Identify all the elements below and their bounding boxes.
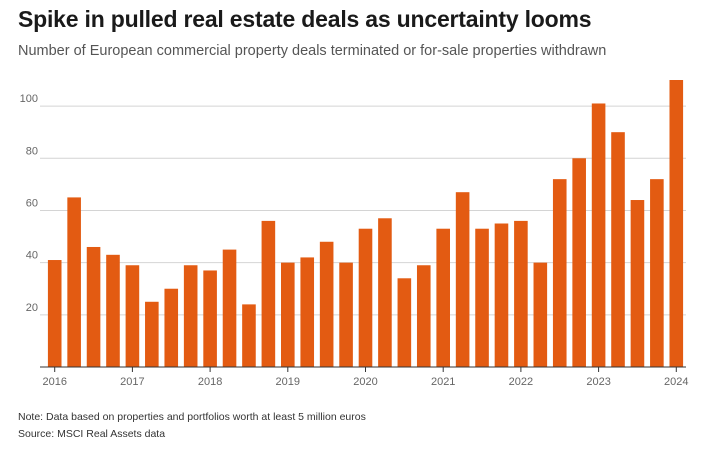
y-tick-label: 100 (20, 93, 38, 105)
bar (47, 260, 62, 367)
source-note: Source: MSCI Real Assets data (18, 428, 166, 440)
bar (145, 301, 159, 367)
bar (86, 246, 101, 367)
bar (106, 254, 120, 367)
bar (222, 249, 237, 367)
x-tick-label: 2017 (120, 376, 144, 388)
bar (242, 304, 256, 367)
bar (281, 262, 295, 367)
bar (514, 220, 528, 367)
bar (203, 270, 217, 367)
bar (611, 132, 625, 367)
bar (533, 262, 548, 367)
x-tick-label: 2020 (353, 376, 377, 388)
bar (630, 200, 645, 367)
bar (261, 220, 276, 367)
bar (67, 197, 81, 367)
footnote: Note: Data based on properties and portf… (18, 411, 366, 423)
chart-title: Spike in pulled real estate deals as unc… (18, 6, 592, 32)
bar (591, 103, 606, 368)
x-tick-label: 2018 (198, 376, 222, 388)
bar (416, 265, 431, 367)
bar (358, 228, 373, 367)
y-tick-label: 60 (26, 197, 38, 209)
bar (339, 262, 353, 367)
bar (164, 288, 179, 367)
bar (300, 257, 315, 367)
x-tick-label: 2021 (431, 376, 455, 388)
bar (378, 218, 392, 367)
bar (125, 265, 140, 367)
chart-subtitle: Number of European commercial property d… (18, 43, 607, 59)
x-tick-label: 2022 (509, 376, 533, 388)
x-tick-label: 2024 (664, 376, 688, 388)
y-tick-label: 40 (26, 250, 38, 262)
bars (47, 80, 684, 368)
x-tick-label: 2023 (586, 376, 610, 388)
x-tick-label: 2016 (42, 376, 66, 388)
bar (494, 223, 509, 367)
y-tick-label: 20 (26, 302, 38, 314)
bar (669, 80, 684, 367)
bar (455, 192, 470, 367)
bar (475, 228, 489, 367)
bar (319, 241, 334, 367)
x-tick-label: 2019 (276, 376, 300, 388)
bar (397, 278, 412, 367)
bar (552, 179, 567, 367)
y-tick-label: 80 (26, 145, 38, 157)
bar (436, 228, 450, 367)
bar (572, 158, 586, 367)
bar (650, 179, 664, 367)
bar (183, 265, 198, 367)
axes: 20 40 60 80 100 2016 2017 2018 2019 2020 2021 2022 2… (20, 93, 689, 388)
